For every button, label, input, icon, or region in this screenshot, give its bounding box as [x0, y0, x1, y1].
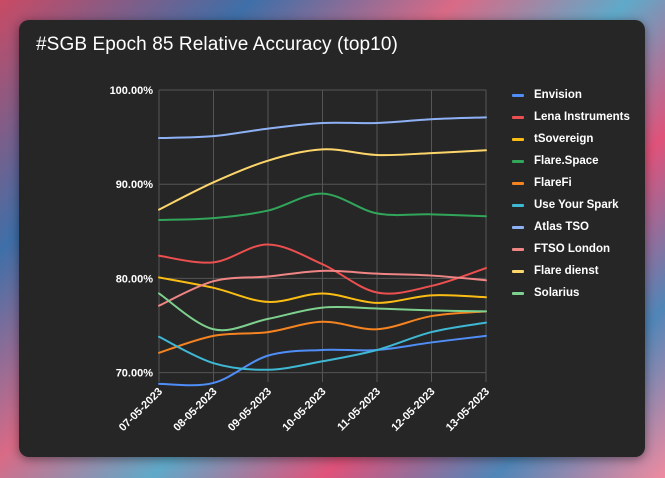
chart-title: #SGB Epoch 85 Relative Accuracy (top10) [36, 34, 398, 55]
legend-swatch [512, 203, 524, 207]
series-line-lena-instruments [158, 243, 487, 295]
legend-item[interactable]: Lena Instruments [512, 106, 630, 128]
legend-item[interactable]: Envision [512, 84, 630, 106]
legend-swatch [512, 159, 524, 163]
x-tick-label: 11-05-2023 [335, 386, 383, 434]
x-tick-label: 10-05-2023 [280, 386, 328, 434]
x-tick-label: 09-05-2023 [226, 386, 274, 434]
legend-label: Lena Instruments [534, 111, 630, 123]
legend-item[interactable]: Use Your Spark [512, 194, 630, 216]
legend-swatch [512, 291, 524, 295]
legend-label: Flare.Space [534, 155, 599, 167]
legend-item[interactable]: Flare.Space [512, 150, 630, 172]
legend-item[interactable]: Flare dienst [512, 260, 630, 282]
series-line-solarius [158, 292, 487, 332]
y-tick-label: 90.00% [116, 179, 154, 191]
series-line-tsovereign [158, 276, 487, 304]
legend-item[interactable]: FTSO London [512, 238, 630, 260]
legend-swatch [512, 225, 524, 229]
legend-swatch [512, 269, 524, 273]
x-tick-label: 07-05-2023 [117, 386, 165, 434]
legend-swatch [512, 115, 524, 119]
legend-label: FTSO London [534, 243, 611, 255]
x-tick-label: 08-05-2023 [171, 386, 219, 434]
series-line-ftso-london [158, 269, 487, 307]
legend-label: Flare dienst [534, 265, 599, 277]
legend-swatch [512, 247, 524, 251]
legend-label: Atlas TSO [534, 221, 589, 233]
y-tick-label: 80.00% [116, 273, 154, 285]
series-line-flare-dienst [158, 148, 487, 211]
legend-swatch [512, 181, 524, 185]
series-line-flare-space [158, 192, 487, 221]
legend-item[interactable]: FlareFi [512, 172, 630, 194]
series-line-atlas-tso [158, 116, 487, 140]
y-tick-label: 100.00% [110, 85, 154, 97]
legend-item[interactable]: Solarius [512, 282, 630, 304]
legend-swatch [512, 137, 524, 141]
series-line-envision [158, 334, 487, 387]
legend-label: Solarius [534, 287, 580, 299]
x-tick-label: 12-05-2023 [389, 386, 437, 434]
legend-item[interactable]: tSovereign [512, 128, 630, 150]
line-chart: 70.00% 80.00% 90.00% 100.00% 07-05-2023 08-05… [110, 85, 493, 434]
chart-card: #SGB Epoch 85 Relative Accuracy (top10) … [19, 20, 645, 457]
legend-item[interactable]: Atlas TSO [512, 216, 630, 238]
y-tick-label: 70.00% [116, 368, 154, 380]
legend-label: Use Your Spark [534, 199, 619, 211]
series-line-flarefi [158, 310, 487, 354]
x-tick-label: 13-05-2023 [444, 386, 492, 434]
legend-label: Envision [534, 89, 582, 101]
series-line-use-your-spark [158, 321, 487, 371]
legend-label: FlareFi [534, 177, 572, 189]
chart-legend: Envision Lena Instruments tSovereign Flare.… [512, 84, 630, 304]
legend-label: tSovereign [534, 133, 594, 145]
legend-swatch [512, 93, 524, 97]
